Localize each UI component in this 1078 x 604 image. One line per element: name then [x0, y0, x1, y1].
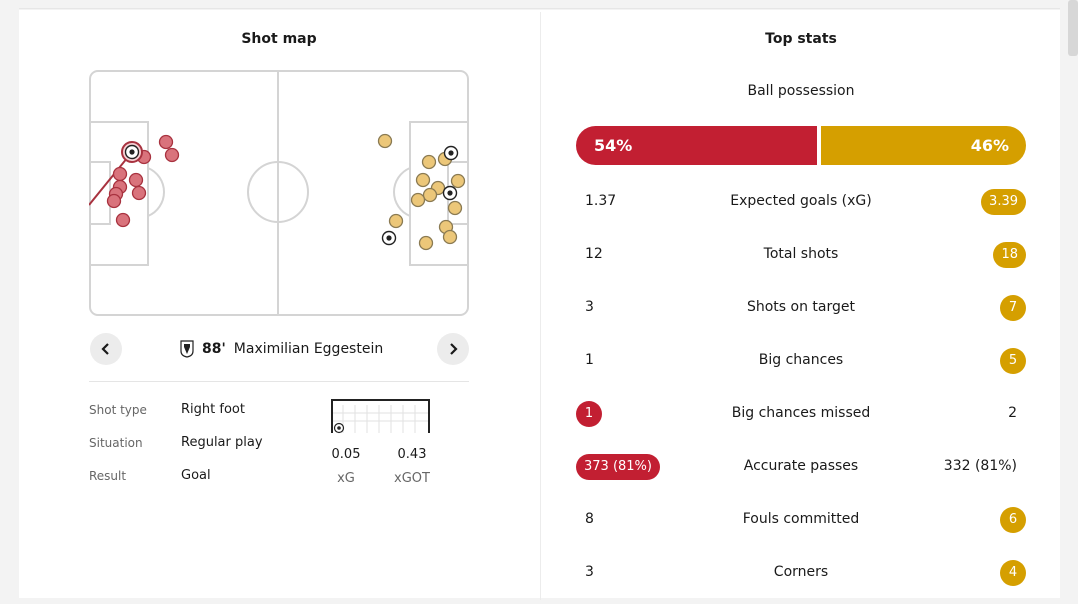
stat-home-value: 373 (81%) [576, 454, 660, 480]
away-shot-marker[interactable] [388, 213, 404, 229]
top-border [19, 8, 1060, 9]
stat-row: 1 Big chances missed 2 [576, 400, 1026, 428]
away-shot-marker[interactable] [418, 235, 434, 251]
stat-label: Fouls committed [742, 511, 860, 527]
stat-away-value: 7 [1000, 295, 1026, 321]
away-shot-marker[interactable] [450, 173, 466, 189]
away-shot-marker[interactable] [421, 154, 437, 170]
away-shot-marker[interactable] [410, 192, 426, 208]
stat-home-value: 12 [585, 246, 603, 262]
stat-row: 3 Corners 4 [576, 559, 1026, 587]
detail-label-shot-type: Shot type [89, 403, 147, 417]
previous-shot-button[interactable] [90, 333, 122, 365]
chevron-left-icon [101, 343, 109, 355]
home-shot-marker[interactable] [164, 147, 180, 163]
stat-away-value: 4 [1000, 560, 1026, 586]
pitch [89, 70, 469, 316]
stat-home-value: 1 [576, 401, 602, 427]
detail-value-situation: Regular play [181, 435, 263, 450]
stat-label: Shots on target [746, 299, 855, 315]
stat-row: 12 Total shots 18 [576, 241, 1026, 269]
top-stats-title: Top stats [765, 31, 837, 47]
stat-away-value: 3.39 [981, 189, 1026, 215]
stat-label: Big chances missed [731, 405, 871, 421]
stat-away-value: 332 (81%) [943, 458, 1017, 474]
home-shot-marker[interactable] [128, 172, 144, 188]
stat-label: Total shots [763, 246, 839, 262]
away-shot-marker[interactable] [415, 172, 431, 188]
stat-row: 1.37 Expected goals (xG) 3.39 [576, 188, 1026, 216]
stat-home-value: 3 [585, 564, 594, 580]
stat-label: Corners [773, 564, 829, 580]
stat-row: 373 (81%) Accurate passes 332 (81%) [576, 453, 1026, 481]
stat-label: Big chances [758, 352, 844, 368]
player-name: Maximilian Eggestein [233, 341, 384, 357]
possession-away-bar: 46% [821, 126, 1026, 165]
stat-home-value: 8 [585, 511, 594, 527]
home-shot-marker[interactable] [106, 193, 122, 209]
stat-row: 3 Shots on target 7 [576, 294, 1026, 322]
stat-away-value: 5 [1000, 348, 1026, 374]
xgot-label: xGOT [394, 471, 430, 486]
away-goal-ball-icon[interactable] [381, 230, 397, 246]
stat-away-value: 6 [1000, 507, 1026, 533]
detail-label-result: Result [89, 469, 127, 483]
away-shots-layer [377, 133, 466, 251]
stat-label: Expected goals (xG) [730, 193, 872, 209]
xg-label: xG [337, 471, 355, 486]
away-shot-marker[interactable] [447, 200, 463, 216]
selected-goal-ball-icon[interactable] [121, 141, 143, 163]
away-goal-ball-icon[interactable] [443, 145, 459, 161]
xg-value: 0.05 [331, 447, 361, 462]
stat-home-value: 3 [585, 299, 594, 315]
home-shot-marker[interactable] [112, 166, 128, 182]
detail-value-result: Goal [181, 468, 211, 483]
shot-detail-separator [89, 381, 469, 382]
home-shot-marker[interactable] [115, 212, 131, 228]
next-shot-button[interactable] [437, 333, 469, 365]
possession-label: Ball possession [747, 83, 855, 99]
goal-frame-diagram [331, 399, 430, 434]
xgot-value: 0.43 [397, 447, 427, 462]
team-crest-icon [180, 340, 194, 358]
home-shots-layer [89, 134, 180, 228]
away-goal-ball-icon[interactable] [442, 185, 458, 201]
selected-shot-player: 88' Maximilian Eggestein [180, 338, 383, 360]
home-shot-marker[interactable] [131, 185, 147, 201]
stat-row: 8 Fouls committed 6 [576, 506, 1026, 534]
away-shot-marker[interactable] [422, 187, 438, 203]
stat-row: 1 Big chances 5 [576, 347, 1026, 375]
stat-home-value: 1 [585, 352, 594, 368]
chevron-right-icon [450, 343, 458, 355]
detail-value-shot-type: Right foot [181, 402, 245, 417]
goal-shot-trajectory [89, 151, 133, 206]
detail-label-situation: Situation [89, 436, 143, 450]
possession-home-bar: 54% [576, 126, 817, 165]
home-shot-marker[interactable] [158, 134, 174, 150]
shot-minute: 88' [202, 341, 226, 357]
shot-map-title: Shot map [241, 31, 317, 47]
stat-away-value: 2 [1008, 405, 1017, 421]
shot-ball-icon [333, 422, 345, 434]
away-shot-marker[interactable] [442, 229, 458, 245]
away-shot-marker[interactable] [377, 133, 393, 149]
stat-home-value: 1.37 [585, 193, 617, 209]
scrollbar-thumb[interactable] [1068, 0, 1078, 56]
stat-away-value: 18 [993, 242, 1026, 268]
column-divider [540, 12, 541, 600]
stat-label: Accurate passes [743, 458, 859, 474]
match-stats-card [19, 10, 1060, 598]
